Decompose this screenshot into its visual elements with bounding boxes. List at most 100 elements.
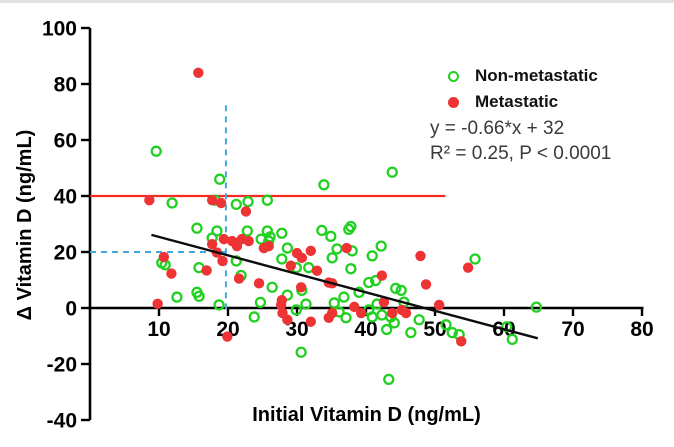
data-point-non-metastatic: [242, 195, 254, 208]
y-tick-label: 0: [65, 298, 77, 321]
y-tick-label: 20: [54, 242, 77, 265]
data-point-non-metastatic: [345, 220, 357, 233]
data-point-non-metastatic: [166, 197, 178, 209]
data-point-non-metastatic: [254, 296, 267, 309]
data-point-metastatic: [193, 67, 204, 79]
series-metastatic: [144, 67, 474, 347]
data-point-non-metastatic: [381, 323, 393, 336]
data-point-metastatic: [341, 242, 352, 254]
data-point-metastatic: [282, 314, 293, 325]
data-point-metastatic: [376, 270, 388, 281]
data-point-metastatic: [217, 255, 228, 267]
regression-stats: R² = 0.25, P < 0.0001: [430, 143, 612, 164]
data-point-metastatic: [218, 233, 230, 245]
data-point-non-metastatic: [316, 224, 328, 237]
data-point-metastatic: [285, 260, 296, 271]
data-point-metastatic: [233, 273, 245, 284]
data-point-metastatic: [462, 262, 474, 273]
data-point-metastatic: [311, 265, 323, 276]
data-point-metastatic: [263, 240, 274, 252]
data-point-non-metastatic: [446, 326, 458, 339]
data-point-metastatic: [206, 195, 218, 206]
data-point-non-metastatic: [413, 314, 425, 326]
data-point-non-metastatic: [325, 230, 337, 242]
data-point-non-metastatic: [395, 284, 407, 297]
data-point-non-metastatic: [405, 326, 417, 339]
data-point-non-metastatic: [261, 225, 273, 237]
data-point-non-metastatic: [469, 253, 481, 265]
data-point-non-metastatic: [370, 274, 382, 287]
data-point-metastatic: [433, 299, 445, 311]
data-point-non-metastatic: [171, 291, 183, 303]
y-axis-title: Δ Vitamin D (ng/mL): [14, 129, 36, 321]
reference-lines-under: [90, 103, 446, 310]
legend-label-metastatic: Metastatic: [475, 92, 559, 111]
data-point-non-metastatic: [295, 346, 307, 358]
data-point-metastatic: [420, 279, 432, 290]
data-point-metastatic: [206, 238, 218, 250]
top-edge-strip: [0, 0, 674, 3]
data-point-metastatic: [387, 307, 398, 319]
data-point-non-metastatic: [340, 312, 352, 324]
data-point-metastatic: [378, 296, 390, 308]
reference-lines-over: [151, 233, 539, 340]
data-point-metastatic: [215, 197, 227, 209]
y-tick-label: 40: [54, 186, 77, 209]
data-point-metastatic: [253, 278, 265, 289]
data-point-non-metastatic: [331, 243, 343, 255]
data-point-metastatic: [355, 307, 367, 319]
data-point-metastatic: [295, 282, 307, 293]
y-tick-label: 100: [42, 18, 77, 41]
data-point-metastatic: [166, 268, 177, 279]
data-point-metastatic: [231, 240, 243, 252]
data-point-metastatic: [222, 331, 233, 342]
data-point-non-metastatic: [388, 317, 400, 329]
data-point-non-metastatic: [193, 290, 205, 302]
data-point-metastatic: [240, 206, 252, 217]
regression-line: [151, 233, 539, 340]
data-point-non-metastatic: [376, 309, 388, 321]
data-point-metastatic: [396, 304, 408, 316]
x-axis-title: Initial Vitamin D (ng/mL): [252, 404, 481, 426]
data-point-non-metastatic: [300, 298, 312, 310]
data-point-non-metastatic: [241, 225, 253, 237]
data-point-non-metastatic: [326, 252, 338, 264]
data-point-non-metastatic: [261, 194, 273, 206]
data-point-metastatic: [456, 336, 467, 347]
legend-label-non-metastatic: Non-metastatic: [475, 66, 598, 85]
data-point-non-metastatic: [506, 333, 518, 346]
data-point-non-metastatic: [150, 145, 162, 157]
data-point-non-metastatic: [266, 281, 278, 293]
data-point-non-metastatic: [375, 240, 387, 252]
data-point-non-metastatic: [328, 297, 340, 309]
data-point-metastatic: [326, 307, 338, 319]
regression-equation: y = -0.66*x + 32: [430, 118, 565, 139]
legend-item-metastatic: Metastatic: [430, 89, 666, 115]
data-point-non-metastatic: [338, 291, 350, 303]
data-point-metastatic: [243, 235, 254, 247]
data-point-non-metastatic: [530, 301, 543, 313]
legend: Non-metastatic Metastatic y = -0.66*x + …: [430, 63, 666, 165]
data-point-metastatic: [296, 252, 308, 264]
x-tick-label: 30: [285, 318, 308, 341]
legend-item-non-metastatic: Non-metastatic: [430, 63, 666, 89]
data-point-non-metastatic: [276, 227, 288, 239]
data-point-metastatic: [152, 298, 163, 309]
data-point-non-metastatic: [214, 173, 226, 185]
data-point-non-metastatic: [213, 299, 225, 311]
axes: -40-200204060801001020304050607080: [42, 18, 654, 433]
data-point-non-metastatic: [230, 198, 242, 211]
data-point-metastatic: [305, 316, 316, 327]
open-circle-marker-icon: [448, 70, 459, 82]
y-tick-label: -40: [47, 410, 77, 433]
data-point-metastatic: [415, 250, 426, 262]
x-tick-label: 70: [561, 318, 584, 341]
y-tick-label: -20: [47, 354, 77, 377]
data-point-metastatic: [201, 265, 212, 276]
data-point-metastatic: [144, 195, 155, 206]
data-point-metastatic: [275, 299, 287, 311]
data-point-metastatic: [305, 245, 316, 257]
data-point-non-metastatic: [318, 179, 330, 191]
